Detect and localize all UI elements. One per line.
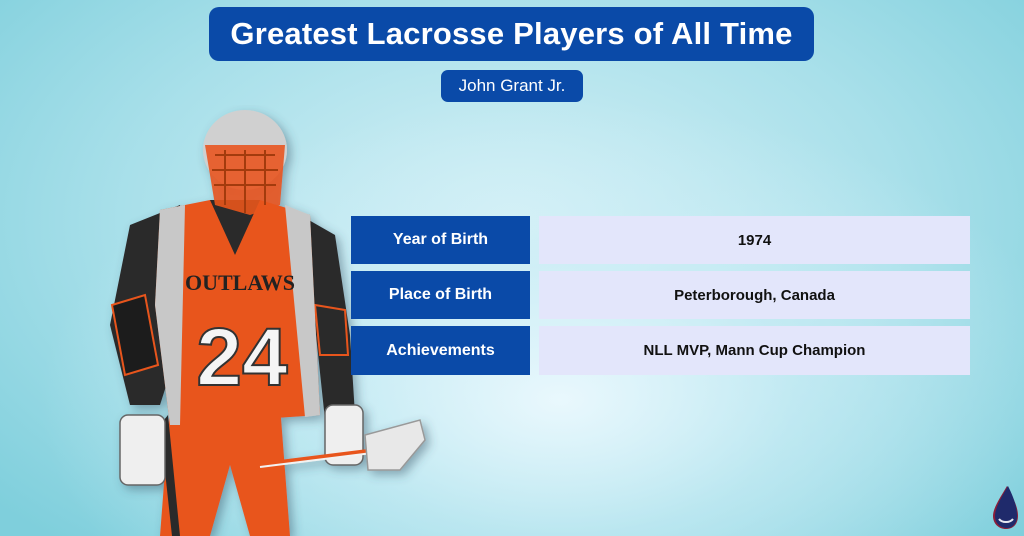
page-title: Greatest Lacrosse Players of All Time	[209, 7, 814, 61]
info-row-place-of-birth: Place of Birth Peterborough, Canada	[351, 271, 970, 319]
info-value: NLL MVP, Mann Cup Champion	[539, 326, 970, 375]
info-label: Year of Birth	[351, 216, 530, 264]
info-value: 1974	[539, 216, 970, 264]
info-value: Peterborough, Canada	[539, 271, 970, 319]
info-label: Achievements	[351, 326, 530, 375]
info-label: Place of Birth	[351, 271, 530, 319]
player-name-badge: John Grant Jr.	[441, 70, 583, 102]
info-row-achievements: Achievements NLL MVP, Mann Cup Champion	[351, 326, 970, 375]
water-drop-icon	[993, 486, 1018, 529]
jersey-number-text: 24	[196, 312, 288, 403]
info-row-year-of-birth: Year of Birth 1974	[351, 216, 970, 264]
player-image: OUTLAWS 24	[110, 110, 426, 536]
jersey-team-text: OUTLAWS	[185, 270, 295, 295]
